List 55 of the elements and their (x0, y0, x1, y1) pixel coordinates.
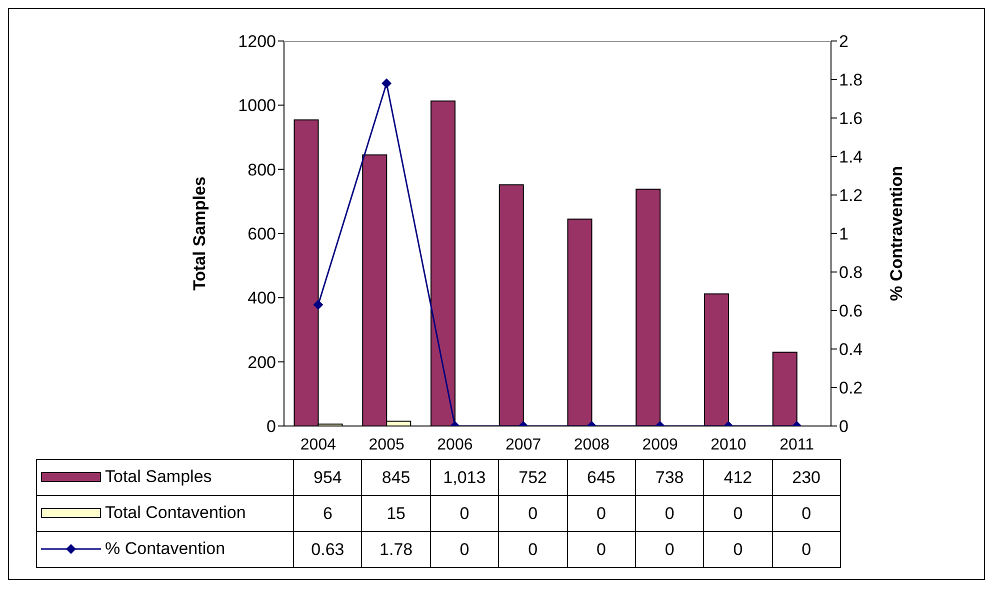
data-label: 738 (635, 460, 704, 496)
x-tick-label: 2004 (300, 436, 336, 454)
data-label: 0 (498, 532, 567, 568)
y2-tick-label: 0.4 (839, 340, 863, 360)
x-tick-label: 2007 (506, 436, 542, 454)
x-tick-label: 2010 (710, 436, 746, 454)
data-label: 752 (498, 460, 567, 496)
y-tick-label: 0 (266, 417, 276, 436)
data-label: 0 (635, 532, 704, 568)
data-label: 0 (567, 496, 636, 532)
legend-label: Total Contavention (105, 503, 246, 523)
y-tick-label: 400 (248, 288, 276, 308)
y-tick-label: 600 (248, 224, 276, 244)
data-label: 1.78 (362, 532, 430, 568)
data-label: 0 (704, 496, 772, 532)
y-tick-label: 1200 (238, 32, 276, 52)
y2-tick-label: 1.2 (839, 186, 863, 206)
data-label: 1,013 (430, 460, 499, 496)
data-label: 0 (498, 496, 567, 532)
data-label: 0 (772, 496, 840, 532)
x-tick-label: 2006 (437, 436, 473, 454)
y2-tick-label: 2 (839, 32, 848, 52)
data-label: 0 (430, 496, 499, 532)
data-label: 954 (294, 460, 362, 496)
data-label: 0 (567, 532, 636, 568)
data-label: 15 (362, 496, 430, 532)
data-label: 0 (704, 532, 772, 568)
y2-tick-label: 0.2 (839, 378, 863, 398)
x-tick-label: 2011 (780, 436, 814, 454)
legend-label: Total Samples (105, 467, 212, 487)
data-label: 0 (772, 532, 840, 568)
y2-tick-label: 1 (839, 224, 848, 244)
x-tick-label: 2009 (642, 436, 678, 454)
data-label: 645 (567, 460, 636, 496)
y2-tick-label: 1.4 (839, 148, 863, 167)
y2-tick-label: 0.6 (839, 302, 863, 321)
y-tick-label: 200 (248, 352, 276, 372)
data-label: 6 (294, 496, 362, 532)
data-label: 0 (635, 496, 704, 532)
data-label: 412 (704, 460, 772, 496)
y-tick-label: 1000 (238, 96, 276, 116)
y-axis-title: Total Samples (190, 176, 210, 290)
x-tick-label: 2005 (368, 436, 404, 454)
y2-tick-label: 1.8 (839, 70, 863, 90)
y2-tick-label: 0 (839, 417, 848, 436)
y-tick-label: 800 (248, 160, 276, 180)
legend-label: % Contavention (105, 539, 226, 559)
data-label: 0.63 (294, 532, 362, 568)
y2-tick-label: 0.8 (839, 263, 863, 282)
y2-tick-label: 1.6 (839, 109, 863, 128)
data-label: 0 (430, 532, 499, 568)
data-label: 845 (362, 460, 430, 496)
data-label: 230 (772, 460, 840, 496)
x-tick-label: 2008 (574, 436, 610, 454)
y2-axis-title: % Contravention (887, 166, 906, 302)
